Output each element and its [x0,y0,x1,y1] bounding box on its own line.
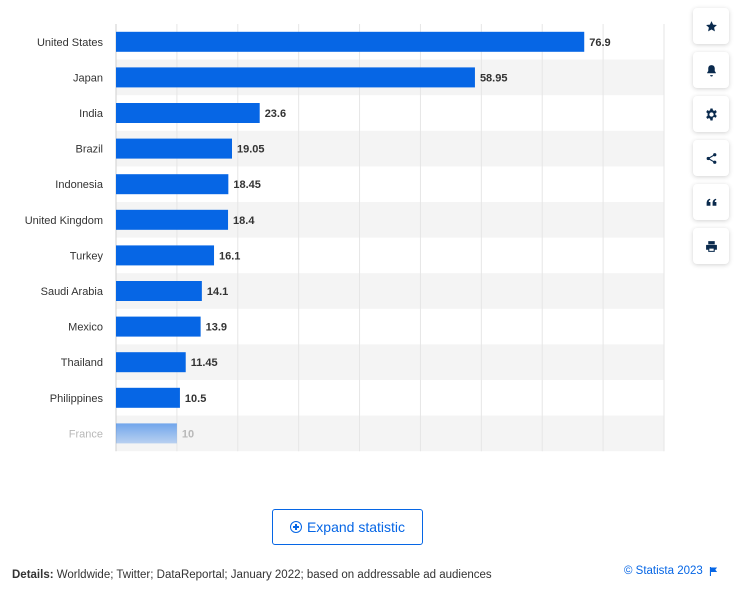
bar-saudi-arabia[interactable] [116,281,202,301]
row-stripe [116,415,664,452]
bar-united-kingdom[interactable] [116,209,229,230]
copyright-link[interactable]: © Statista 2023 [624,565,718,577]
star-icon [705,20,717,31]
bar-united-states[interactable] [116,31,585,52]
notification-button[interactable] [693,52,729,88]
expand-statistic-label: Expand statistic [306,519,406,535]
bar-philippines[interactable] [116,387,180,408]
category-label: Saudi Arabia [41,286,104,298]
category-label: United States [37,37,104,49]
chart-svg: United States Japan India Brazil Indonesia Un… [25,24,665,452]
bar-indonesia[interactable] [116,174,229,195]
details-body: Worldwide; Twitter; DataReportal; Januar… [53,569,492,581]
value-label: 23.6 [265,108,286,120]
side-toolbar [693,8,729,272]
value-label: 10 [182,428,194,440]
print-icon [705,240,717,252]
expand-statistic-button[interactable]: Expand statistic [272,509,423,545]
print-button[interactable] [693,228,729,264]
value-label: 18.4 [233,215,255,227]
bar-india[interactable] [116,103,260,123]
share-button[interactable] [693,140,729,176]
category-label: Philippines [50,393,104,405]
row-stripe [116,273,664,309]
bar-brazil[interactable] [116,138,232,159]
value-label: 14.1 [207,286,228,298]
gear-icon [705,108,717,120]
value-label: 19.05 [237,144,265,156]
plus-circle-icon [289,521,302,533]
value-label: 10.5 [185,393,206,405]
category-label: Thailand [61,357,103,369]
category-label: United Kingdom [25,215,103,227]
copyright-text: © Statista 2023 [624,565,703,577]
bar-france[interactable] [116,423,177,444]
share-icon [706,152,716,164]
bar-thailand[interactable] [116,352,186,373]
value-label: 18.45 [233,179,261,191]
favorite-button[interactable] [693,8,729,44]
category-label: Brazil [75,144,103,156]
bar-turkey[interactable] [116,245,215,266]
bar-chart: United States Japan India Brazil Indonesia Un… [25,24,665,452]
details-text: Details: Worldwide; Twitter; DataReporta… [12,569,492,581]
category-label: Turkey [70,250,104,262]
settings-button[interactable] [693,96,729,132]
row-stripe [116,344,664,380]
category-label: France [69,428,103,440]
details-label: Details: [12,569,54,581]
value-label: 58.95 [480,72,508,84]
category-label: Japan [73,72,103,84]
bar-japan[interactable] [116,67,475,88]
category-label: Mexico [68,322,103,334]
flag-icon [709,566,717,576]
value-label: 13.9 [206,322,227,334]
bar-mexico[interactable] [116,316,201,337]
value-label: 76.9 [589,37,610,49]
category-label: India [79,108,104,120]
value-label: 11.45 [191,357,218,369]
quote-icon [706,198,716,206]
bell-icon [706,64,716,76]
cite-button[interactable] [693,184,729,220]
value-label: 16.1 [219,250,240,262]
category-label: Indonesia [55,179,104,191]
